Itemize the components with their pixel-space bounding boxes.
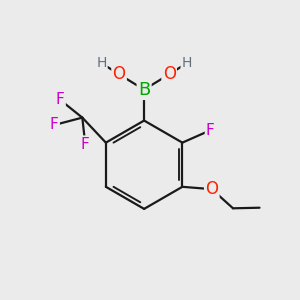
Text: O: O [112,65,126,83]
Text: F: F [56,92,64,107]
Text: O: O [163,65,176,83]
Text: H: H [182,56,192,70]
Text: F: F [81,136,90,152]
Text: F: F [206,123,215,138]
Text: B: B [138,81,150,99]
Text: O: O [205,180,218,198]
Text: H: H [96,56,106,70]
Text: F: F [50,118,59,133]
